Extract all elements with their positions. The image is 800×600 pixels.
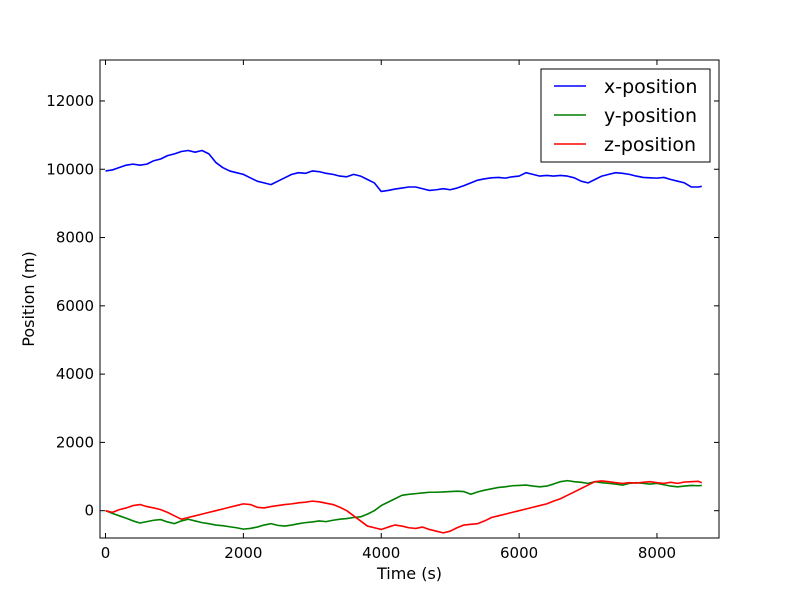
y-axis-ticks: 0 2000 4000 6000 8000 10000 12000 [46, 92, 719, 520]
y-axis-label: Position (m) [19, 251, 38, 346]
x-tick-label: 6000 [500, 544, 538, 562]
series-line-x-position [105, 149, 702, 193]
x-axis-ticks: 0 2000 4000 6000 8000 [101, 60, 676, 562]
legend-label: x-position [604, 76, 697, 98]
y-tick-label: 0 [84, 502, 94, 520]
legend-label: y-position [604, 105, 697, 127]
y-tick-label: 4000 [56, 365, 94, 383]
series-line-z-position [105, 480, 703, 534]
series-line-y-position [105, 479, 702, 530]
y-tick-label: 12000 [46, 92, 94, 110]
x-tick-label: 4000 [362, 544, 400, 562]
x-tick-label: 2000 [224, 544, 262, 562]
y-tick-label: 10000 [46, 160, 94, 178]
legend-label: z-position [604, 134, 696, 156]
x-axis-label: Time (s) [376, 564, 442, 583]
y-tick-label: 8000 [56, 229, 94, 247]
y-tick-label: 6000 [56, 297, 94, 315]
x-tick-label: 8000 [638, 544, 676, 562]
x-tick-label: 0 [101, 544, 111, 562]
series-lines [105, 149, 703, 534]
legend: x-position y-position z-position [540, 68, 711, 163]
plot-border [99, 59, 720, 539]
y-tick-label: 2000 [56, 433, 94, 451]
